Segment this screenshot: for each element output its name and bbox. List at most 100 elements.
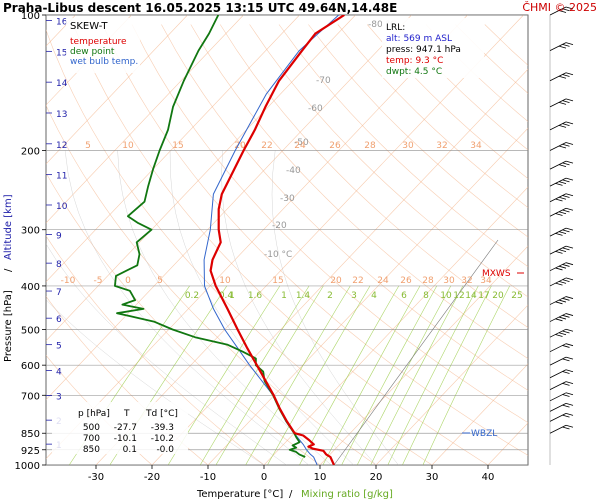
dry-adiabat-label: 28 xyxy=(422,276,434,286)
xlabel-temperature: Temperature [°C] xyxy=(196,489,283,500)
isotherm-line xyxy=(375,304,528,465)
wind-barb xyxy=(549,42,574,51)
mxws-label: MXWS xyxy=(482,269,511,279)
wind-barb-feather xyxy=(565,121,574,125)
credit-label: ČHMI © 2025 xyxy=(522,1,597,14)
wind-barb xyxy=(549,142,574,151)
wind-barb-feather xyxy=(565,277,574,281)
temperature-tick-label: -30 xyxy=(88,472,104,483)
altitude-tick-label: 12 xyxy=(56,141,67,151)
wind-barb-feather xyxy=(558,164,567,167)
wind-barb xyxy=(549,98,574,108)
wind-barb xyxy=(549,160,574,170)
temperature-tick-label: -10 xyxy=(200,472,216,483)
level-table-bg xyxy=(52,402,188,454)
wind-barb xyxy=(549,402,574,412)
wind-barb-feather xyxy=(565,98,574,102)
altitude-tick-label: 6 xyxy=(56,315,62,325)
pressure-tick-label: 925 xyxy=(21,446,40,457)
x-axis-title: Temperature [°C] / Mixing ratio [g/kg] xyxy=(196,489,393,500)
isotherm-line xyxy=(46,15,300,283)
altitude-tick-label: 7 xyxy=(56,288,62,298)
wind-barb-feather xyxy=(565,356,574,360)
ylabel-pressure: Pressure [hPa] xyxy=(3,290,14,362)
wind-barb-feather xyxy=(562,74,570,77)
dry-adiabat-line xyxy=(46,235,265,465)
wind-barb xyxy=(549,262,574,272)
mixing-ratio-label: 1.4 xyxy=(296,291,311,301)
legend-dewpoint: dew point xyxy=(70,47,115,57)
isotherm-line xyxy=(46,15,188,165)
wind-barb xyxy=(549,193,574,203)
mixing-ratio-label: 20 xyxy=(492,291,504,301)
wind-barb-shaft xyxy=(549,121,567,131)
lrl-box-bg xyxy=(382,18,484,78)
dry-adiabat-label: 26 xyxy=(329,141,341,151)
wind-barb-feather xyxy=(562,195,570,198)
dry-adiabat-label: 32 xyxy=(461,276,472,286)
wind-barb xyxy=(549,277,574,287)
parcel-line xyxy=(333,239,499,465)
dry-adiabat-line xyxy=(46,172,321,465)
wind-barb-feather xyxy=(565,369,574,373)
wind-barb-feather xyxy=(558,316,567,320)
dry-adiabat-label: 34 xyxy=(480,276,492,286)
wind-barb-feather xyxy=(562,123,570,127)
wind-barbs xyxy=(549,6,574,465)
wbzl-marker: WBZL xyxy=(462,429,497,439)
mixing-ratio-label: 25 xyxy=(511,291,522,301)
wind-barb-shaft xyxy=(549,42,567,51)
dry-adiabat-label: 22 xyxy=(261,141,272,151)
wind-barb-feather xyxy=(555,213,563,216)
wind-barb-shaft xyxy=(549,343,567,353)
wind-barb-shaft xyxy=(549,381,567,390)
wind-barb xyxy=(549,177,574,187)
table-row-850-t: 0.1 xyxy=(123,445,137,455)
temperature-tick-label: 10 xyxy=(314,472,327,483)
table-row-500-td: -39.3 xyxy=(151,423,174,433)
table-row-500-p: 500 xyxy=(83,423,100,433)
dry-adiabat-label: -10 xyxy=(61,276,76,286)
ylabel-altitude: Altitude [km] xyxy=(3,194,14,260)
dry-adiabat-label: 10 xyxy=(122,141,134,151)
xlabel-mixing-ratio: Mixing ratio [g/kg] xyxy=(301,489,393,500)
lrl-box: LRL: alt: 569 m ASL press: 947.1 hPa tem… xyxy=(382,18,484,78)
dry-adiabat-label: 5 xyxy=(157,276,163,286)
wind-barb xyxy=(549,413,574,422)
wind-barb-feather xyxy=(558,196,567,200)
wind-barb-feather xyxy=(562,330,570,334)
wind-barb xyxy=(549,356,574,366)
legend-box xyxy=(66,18,140,73)
wind-barb-feather xyxy=(558,299,567,303)
wind-barb-feather xyxy=(562,43,570,47)
wind-barb-shaft xyxy=(549,313,567,322)
wind-barb-feather xyxy=(565,381,574,385)
wind-barb-feather xyxy=(562,404,570,408)
mixing-ratio-label: 17 xyxy=(478,291,489,301)
wind-barb xyxy=(549,392,574,402)
ylabel-separator: / xyxy=(3,268,14,272)
wind-barb-feather xyxy=(562,229,570,233)
dry-adiabat-label: 20 xyxy=(330,276,342,286)
isotherm-line xyxy=(544,15,600,465)
pressure-tick-label: 700 xyxy=(21,391,40,402)
dry-adiabat-line xyxy=(102,24,528,456)
legend-wetbulb: wet bulb temp. xyxy=(70,57,138,67)
wind-barb-feather xyxy=(555,251,563,254)
table-header-t: T xyxy=(123,409,130,419)
dry-adiabat-label: 22 xyxy=(352,276,363,286)
lrl-alt: alt: 569 m ASL xyxy=(386,34,452,44)
wind-barb-shaft xyxy=(549,277,567,287)
wind-barb xyxy=(549,424,574,434)
wind-barb-shaft xyxy=(549,262,567,272)
isotherm-line xyxy=(263,186,528,465)
wind-barb-shaft xyxy=(549,227,567,237)
altitude-tick-label: 15 xyxy=(56,48,67,58)
wind-barb-shaft xyxy=(549,193,567,203)
wind-barb-feather xyxy=(555,267,563,271)
temperature-tick-label: 30 xyxy=(426,472,439,483)
wind-barb xyxy=(549,6,574,16)
wind-barb-feather xyxy=(555,198,563,202)
wind-barb-feather xyxy=(565,207,574,211)
dry-adiabat-label: 5 xyxy=(85,141,91,151)
